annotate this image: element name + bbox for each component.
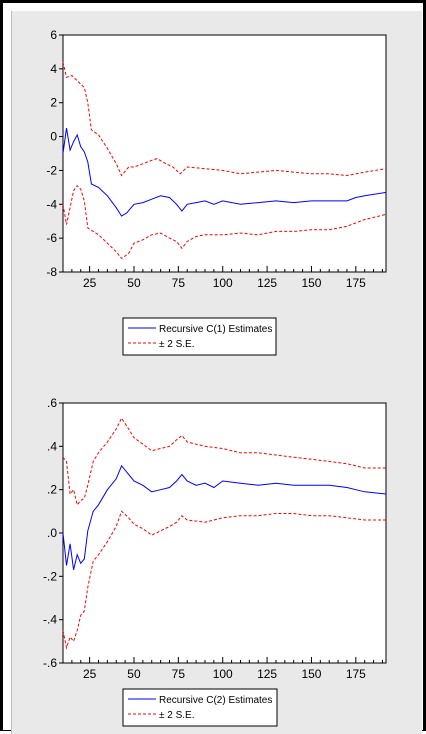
y-tick-label: .0 — [47, 526, 57, 540]
x-tick-label: 25 — [83, 276, 97, 290]
legend-label: Recursive C(1) Estimates — [159, 324, 272, 335]
chart-c2-estimates: -.6 -.4 -.2 .0 .2 .4 .6 25 50 75 100 125 150 175 Recur… — [43, 396, 387, 727]
y-tick-label: .4 — [47, 439, 57, 453]
x-tick-label: 175 — [346, 667, 366, 681]
plot-area — [62, 34, 387, 273]
x-tick-label: 50 — [127, 667, 141, 681]
x-tick-label: 150 — [301, 276, 321, 290]
chart-c1-estimates: -8 -6 -4 -2 0 2 4 6 25 50 75 100 125 150 175 Recursive … — [46, 28, 387, 356]
y-tick-label: 6 — [50, 28, 57, 42]
y-tick-label: 4 — [50, 62, 57, 76]
upper-se-band-line — [62, 417, 386, 506]
y-tick-label: 2 — [50, 96, 57, 110]
x-tick-label: 75 — [172, 667, 186, 681]
estimate-line — [62, 128, 387, 217]
y-tick-label: 0 — [50, 130, 57, 144]
y-tick-label: -4 — [46, 197, 57, 211]
x-tick-label: 100 — [213, 276, 233, 290]
estimate-line — [62, 464, 387, 570]
legend-box — [122, 688, 278, 727]
y-tick-label: -.6 — [43, 656, 57, 670]
x-tick-label: 150 — [301, 667, 321, 681]
graph-panel: -8 -6 -4 -2 0 2 4 6 25 50 75 100 125 150 175 Recursive … — [11, 11, 422, 734]
y-tick-label: .6 — [47, 396, 57, 410]
x-tick-label: 100 — [213, 667, 233, 681]
legend: Recursive C(2) Estimates ± 2 S.E. — [122, 688, 278, 727]
y-tick-label: .2 — [47, 483, 57, 497]
charts-canvas: -8 -6 -4 -2 0 2 4 6 25 50 75 100 125 150 175 Recursive … — [43, 28, 387, 727]
x-tick-label: 25 — [83, 667, 97, 681]
y-tick-label: -6 — [46, 231, 57, 245]
x-tick-label: 125 — [257, 276, 277, 290]
plot-area — [62, 402, 387, 664]
legend-label: ± 2 S.E. — [159, 710, 195, 721]
upper-se-band-line — [62, 61, 387, 177]
legend-label: Recursive C(2) Estimates — [159, 695, 272, 706]
x-tick-label: 175 — [346, 276, 366, 290]
y-tick-label: -8 — [46, 265, 57, 279]
legend-label: ± 2 S.E. — [159, 339, 195, 350]
x-tick-label: 125 — [257, 667, 277, 681]
legend-box — [122, 317, 277, 356]
x-tick-label: 75 — [172, 276, 186, 290]
x-tick-label: 50 — [127, 276, 141, 290]
y-tick-label: -.4 — [43, 613, 57, 627]
y-tick-label: -.2 — [43, 569, 57, 583]
legend: Recursive C(1) Estimates ± 2 S.E. — [122, 317, 277, 356]
y-tick-label: -2 — [46, 163, 57, 177]
lower-se-band-line — [62, 184, 387, 260]
